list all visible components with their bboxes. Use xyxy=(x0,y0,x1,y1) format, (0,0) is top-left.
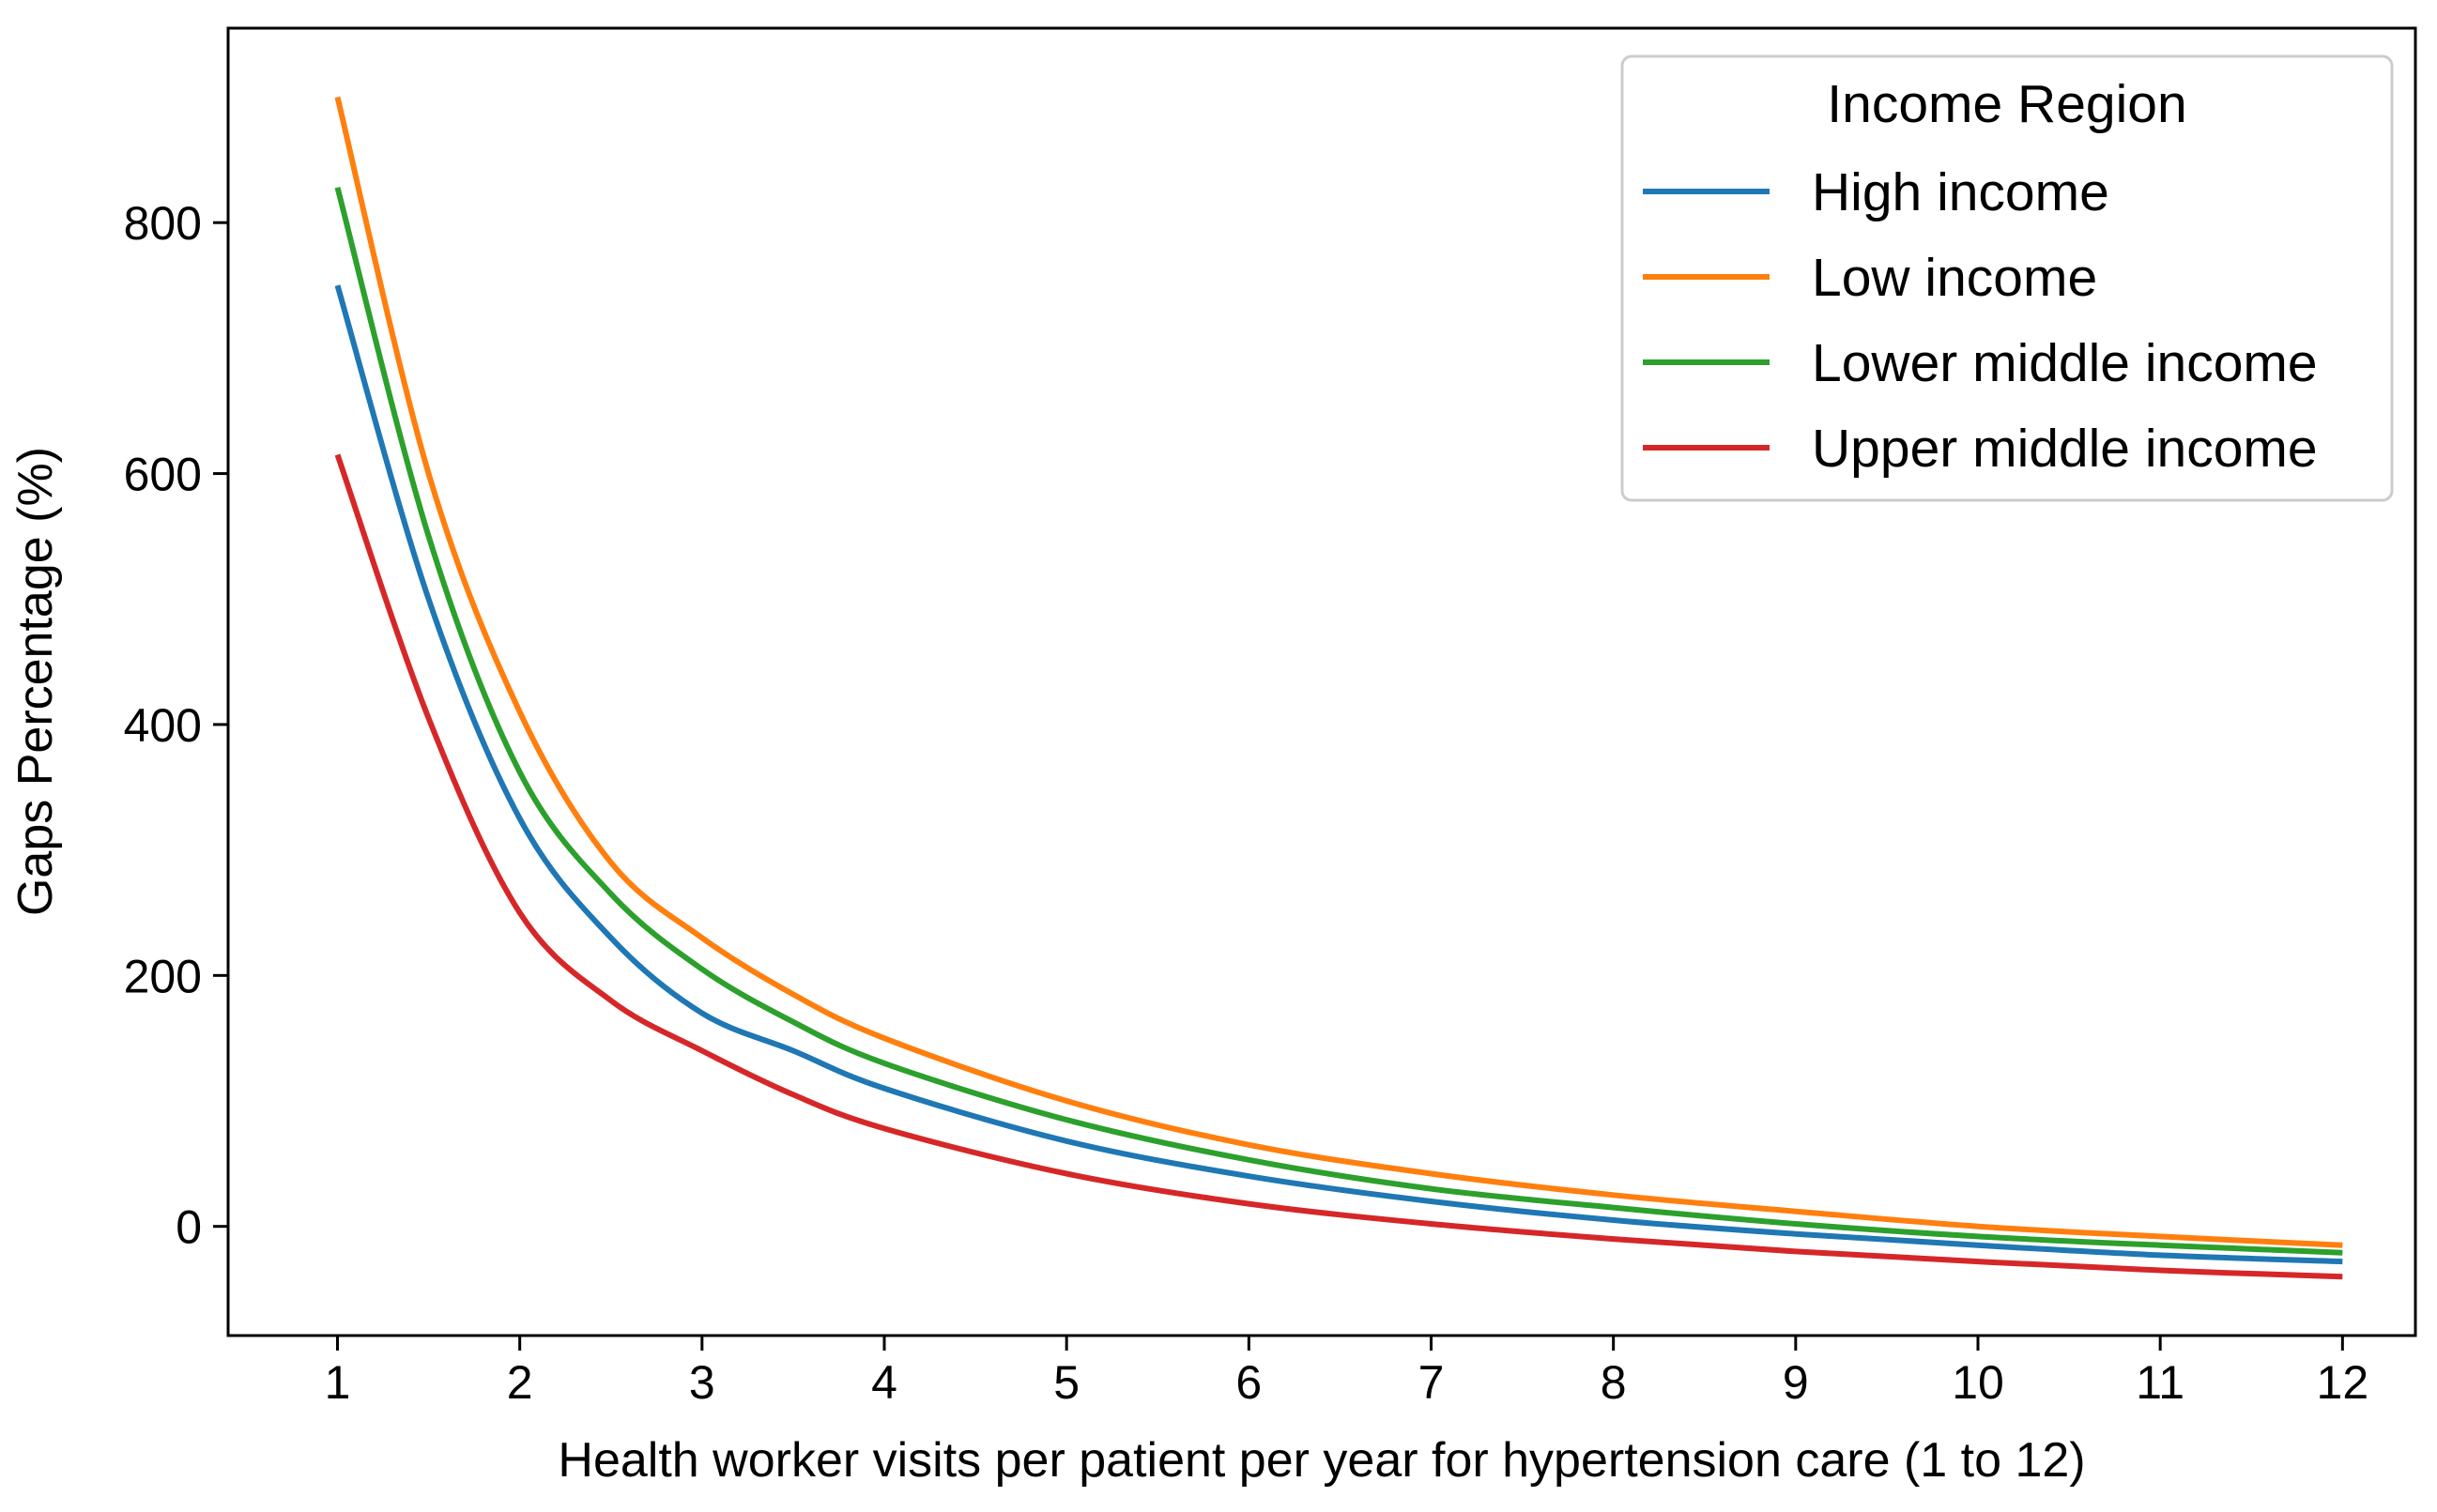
series-line-upper-middle-income xyxy=(334,453,2343,1280)
legend-box xyxy=(1620,54,2394,502)
plot-frame xyxy=(226,26,2417,1337)
legend: Income Region High income Low income Lower… xyxy=(1620,54,2394,502)
x-tick-label: 2 xyxy=(507,1356,533,1409)
legend-label-upper-middle-income: Upper middle income xyxy=(1812,419,2318,479)
x-tick-label: 6 xyxy=(1235,1356,1262,1409)
y-tick-label: 0 xyxy=(176,1201,202,1254)
x-tick-label: 3 xyxy=(689,1356,715,1409)
legend-label-lower-middle-income: Lower middle income xyxy=(1812,333,2318,393)
x-tick-label: 4 xyxy=(871,1356,897,1409)
x-tick-label: 9 xyxy=(1783,1356,1809,1409)
series-line-lower-middle-income xyxy=(334,187,2343,1256)
y-tick-label: 400 xyxy=(124,699,202,752)
legend-label-low-income: Low income xyxy=(1812,248,2097,308)
legend-label-high-income: High income xyxy=(1812,162,2109,222)
y-tick-label: 800 xyxy=(124,197,202,250)
x-tick-label: 10 xyxy=(1952,1356,2004,1409)
x-tick-label: 5 xyxy=(1053,1356,1080,1409)
x-tick-label: 8 xyxy=(1601,1356,1627,1409)
y-tick-label: 600 xyxy=(124,449,202,501)
y-tick-label: 200 xyxy=(124,950,202,1002)
y-axis: 0 200 400 600 800 xyxy=(124,197,228,1254)
series-line-low-income xyxy=(334,96,2343,1248)
x-tick-label: 12 xyxy=(2317,1356,2369,1409)
x-axis: 1 2 3 4 5 6 7 8 9 10 11 12 xyxy=(325,1336,2369,1409)
x-tick-label: 1 xyxy=(325,1356,351,1409)
series-line-high-income xyxy=(334,284,2343,1265)
legend-title: Income Region xyxy=(1827,74,2186,134)
x-tick-label: 11 xyxy=(2136,1356,2184,1409)
x-tick-label: 7 xyxy=(1418,1356,1445,1409)
y-axis-label: Gaps Percentage (%) xyxy=(8,447,63,916)
series-lines xyxy=(334,96,2343,1280)
x-axis-label: Health worker visits per patient per yea… xyxy=(558,1433,2085,1488)
